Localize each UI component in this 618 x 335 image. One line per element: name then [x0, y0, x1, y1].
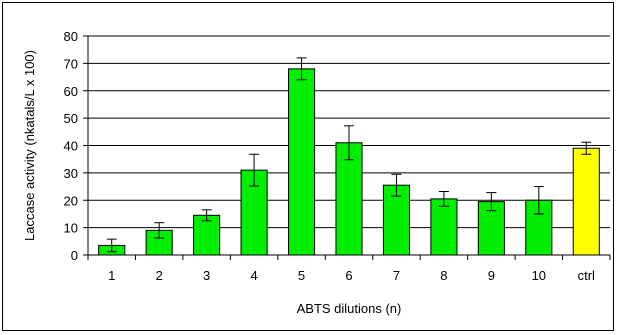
x-tick-label-5: 5 — [298, 268, 305, 283]
bar-8 — [430, 198, 458, 256]
bar-3 — [193, 214, 221, 256]
error-bar-1 — [106, 238, 117, 253]
error-bar-ctrl — [581, 141, 592, 155]
y-tick-label: 80 — [64, 29, 78, 44]
error-bar-10 — [533, 186, 544, 215]
bars — [98, 68, 600, 256]
bar-4 — [240, 169, 268, 256]
y-tick-label: 30 — [64, 166, 78, 181]
error-bar-9 — [486, 192, 497, 212]
x-tick-label-8: 8 — [440, 268, 447, 283]
axes — [83, 35, 611, 260]
error-bar-6 — [344, 125, 354, 161]
x-tick-label-4: 4 — [250, 268, 257, 283]
error-bar-7 — [391, 173, 402, 197]
y-tick-label: 70 — [64, 56, 78, 71]
tick-labels: 0 10 20 30 40 50 60 70 80 1 2 3 4 5 6 7 8 9 10 ctrl — [64, 29, 596, 283]
y-tick-label: 20 — [64, 193, 78, 208]
x-tick-label-3: 3 — [203, 268, 210, 283]
y-tick-label: 40 — [64, 139, 78, 154]
x-tick-label-2: 2 — [156, 268, 163, 283]
error-bar-4 — [249, 153, 260, 187]
y-tick-label: 0 — [71, 248, 78, 263]
x-tick-label-1: 1 — [108, 268, 115, 283]
error-bar-8 — [438, 190, 449, 207]
bar-7 — [382, 184, 411, 256]
x-tick-label-6: 6 — [345, 268, 352, 283]
x-tick-label-9: 9 — [488, 268, 495, 283]
y-tick-label: 10 — [64, 221, 78, 236]
error-bars — [106, 57, 592, 253]
gridlines — [88, 35, 610, 229]
bar-6 — [335, 142, 363, 256]
error-bar-3 — [201, 209, 212, 222]
y-tick-label: 50 — [64, 111, 78, 126]
y-axis-title: Laccase activity (nkatals/L x 100) — [22, 50, 37, 241]
bar-5 — [287, 68, 316, 256]
x-tick-label-7: 7 — [393, 268, 400, 283]
error-bar-2 — [154, 222, 165, 239]
y-tick-label: 60 — [64, 84, 78, 99]
x-tick-label-10: 10 — [532, 268, 546, 283]
x-tick-label-ctrl: ctrl — [578, 268, 595, 283]
x-axis-title: ABTS dilutions (n) — [297, 301, 402, 316]
bar-ctrl — [572, 147, 600, 256]
error-bar-5 — [296, 57, 307, 81]
